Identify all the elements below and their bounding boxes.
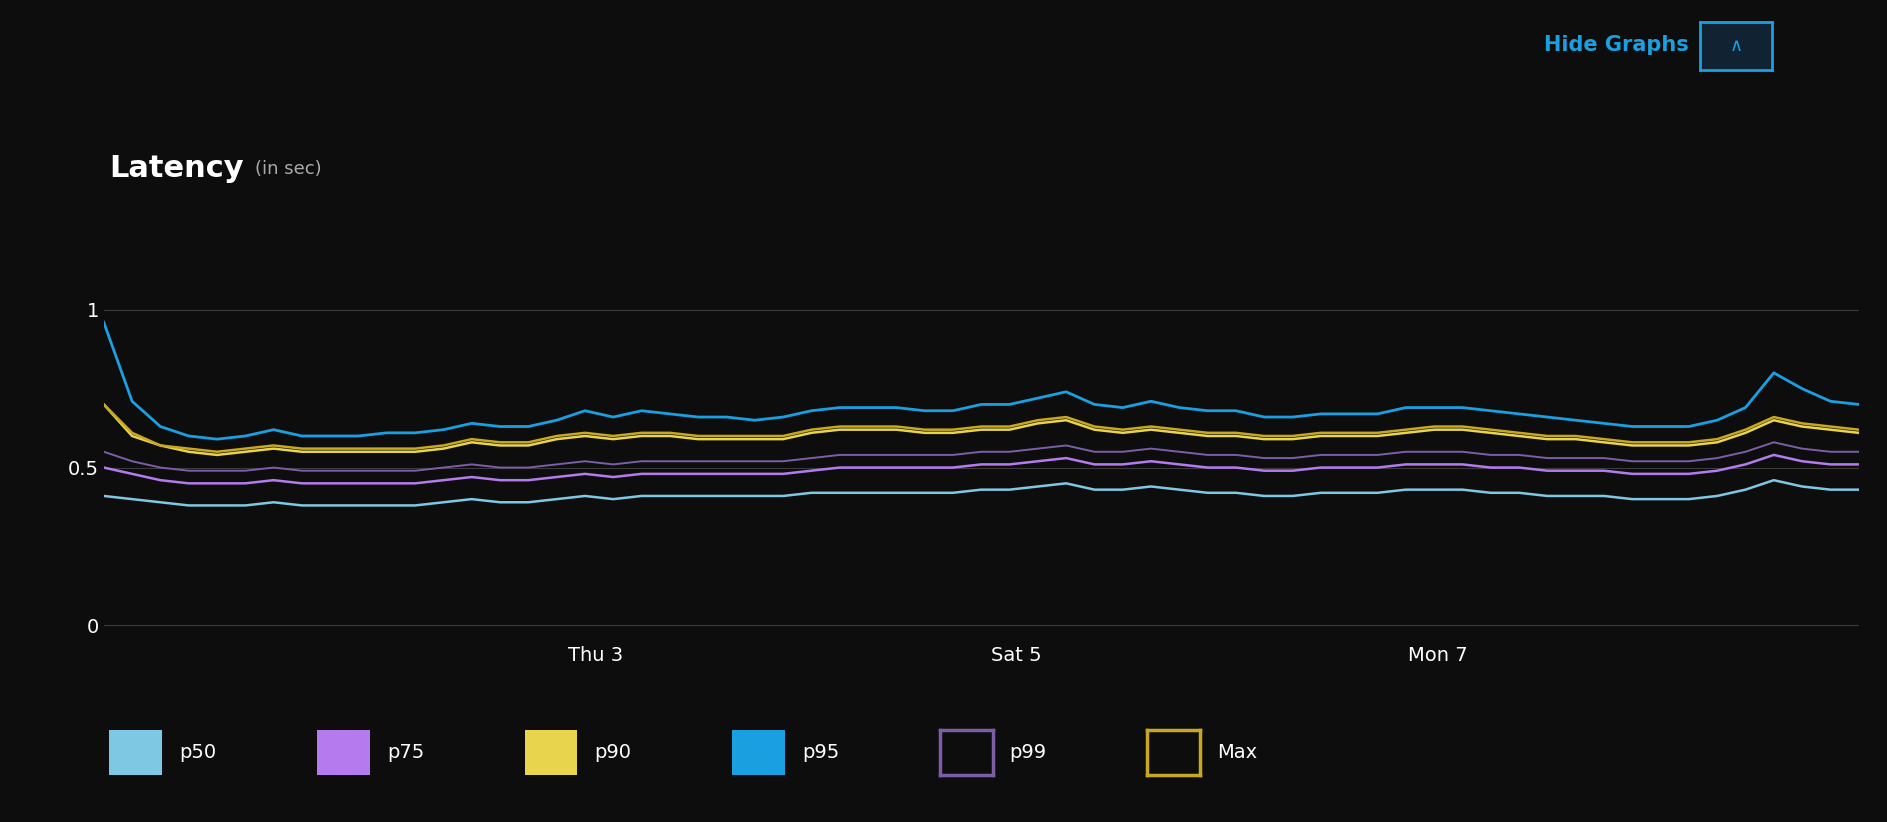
Text: ∧: ∧ <box>1730 37 1742 55</box>
Text: p90: p90 <box>594 742 632 762</box>
Text: (in sec): (in sec) <box>255 159 321 178</box>
Text: Max: Max <box>1217 742 1257 762</box>
Text: p99: p99 <box>1010 742 1047 762</box>
Text: p95: p95 <box>802 742 840 762</box>
Text: p75: p75 <box>387 742 425 762</box>
Text: Hide Graphs: Hide Graphs <box>1544 35 1689 55</box>
Text: p50: p50 <box>179 742 217 762</box>
Text: Latency: Latency <box>109 154 243 183</box>
